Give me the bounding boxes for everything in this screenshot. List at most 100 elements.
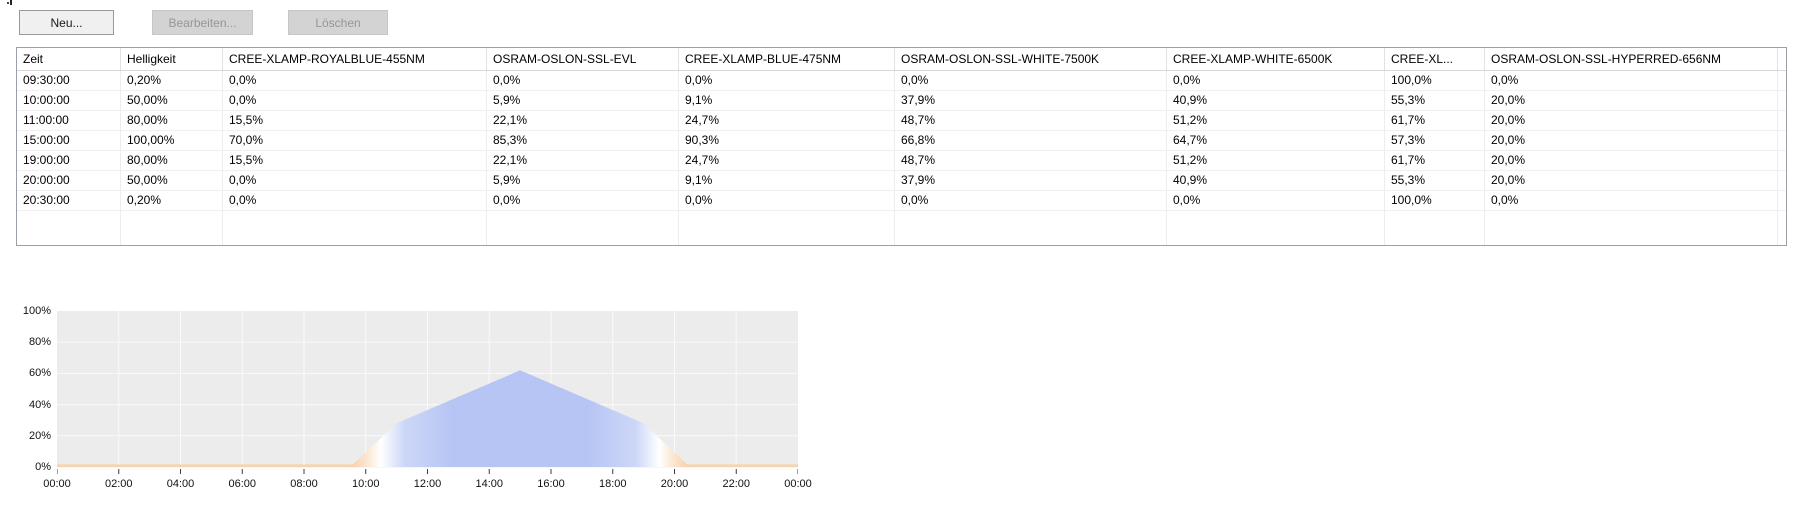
cell-value: 0,0% [493, 193, 521, 207]
cell-value: 100,0% [1391, 193, 1432, 207]
cell-value: 24,7% [685, 153, 720, 167]
cell-value: 37,9% [901, 93, 936, 107]
cell-value: 0,0% [1173, 73, 1201, 87]
cell-value: 20,0% [1491, 93, 1526, 107]
x-axis-tick-label: 00:00 [784, 478, 812, 490]
cell-value: 55,3% [1391, 93, 1426, 107]
cell-value: 24,7% [685, 113, 720, 127]
cell-value: 51,2% [1173, 153, 1208, 167]
new-button[interactable]: Neu... [19, 10, 114, 35]
column-header-3[interactable]: OSRAM-OSLON-SSL-EVL [487, 48, 679, 70]
table-row[interactable]: 11:00:00 80,00% 15,5% 22,1% 24,7% 48,7% 51,2% 6… [17, 111, 1786, 131]
cell-value: 22,1% [493, 153, 528, 167]
y-axis-tick-label: 40% [28, 398, 51, 411]
y-axis-tick-label: 80% [28, 336, 51, 349]
column-header-0[interactable]: Zeit [17, 48, 121, 70]
cell-value: 0,20% [127, 73, 162, 87]
column-header-7[interactable]: CREE-XL... [1385, 48, 1485, 70]
column-separator [1777, 71, 1778, 245]
column-header-5[interactable]: OSRAM-OSLON-SSL-WHITE-7500K [895, 48, 1167, 70]
column-separator [486, 71, 487, 245]
y-axis-tick-label: 0% [35, 461, 51, 473]
cell-value: 0,0% [1491, 193, 1519, 207]
delete-button: Löschen [288, 10, 388, 35]
cell-value: 64,7% [1173, 133, 1208, 147]
cell-value: 0,0% [1173, 193, 1201, 207]
cell-value: 15,5% [229, 113, 264, 127]
column-header-4[interactable]: CREE-XLAMP-BLUE-475NM [679, 48, 895, 70]
x-axis-tick-label: 04:00 [166, 478, 195, 490]
x-axis-tick-label: 22:00 [722, 478, 751, 490]
table-row[interactable]: 20:30:00 0,20% 0,0% 0,0% 0,0% 0,0% 0,0% 100,0% 0… [17, 191, 1786, 211]
cell-value: 61,7% [1391, 153, 1426, 167]
cell-value: 40,9% [1173, 93, 1208, 107]
cell-value: 20,0% [1491, 133, 1526, 147]
cell-value: 57,3% [1391, 133, 1426, 147]
x-axis-tick-label: 02:00 [104, 478, 133, 490]
cell-time: 15:00:00 [23, 133, 70, 147]
cell-value: 48,7% [901, 113, 936, 127]
cell-value: 80,00% [127, 113, 168, 127]
cell-time: 20:00:00 [23, 173, 70, 187]
cell-value: 50,00% [127, 173, 168, 187]
cell-time: 19:00:00 [23, 153, 70, 167]
column-separator [120, 71, 121, 245]
table-row[interactable]: 15:00:00 100,00% 70,0% 85,3% 90,3% 66,8% 64,7%… [17, 131, 1786, 151]
cell-value: 20,0% [1491, 173, 1526, 187]
table-row[interactable]: 09:30:00 0,20% 0,0% 0,0% 0,0% 0,0% 0,0% 100,0% 0… [17, 71, 1786, 91]
y-axis-tick-label: 100% [22, 305, 51, 317]
cell-value: 0,0% [229, 73, 257, 87]
x-axis-tick-label: 14:00 [475, 478, 504, 490]
column-separator [894, 71, 895, 245]
x-axis-tick-label: 08:00 [290, 478, 318, 490]
edit-button: Bearbeiten... [152, 10, 253, 35]
chart-plot-area [57, 311, 798, 474]
cell-value: 100,00% [127, 133, 175, 147]
x-axis-tick-label: 20:00 [660, 478, 689, 490]
table-row[interactable]: 10:00:00 50,00% 0,0% 5,9% 9,1% 37,9% 40,9% 55,3… [17, 91, 1786, 111]
cell-value: 0,0% [685, 193, 713, 207]
x-axis-tick-marks [57, 469, 798, 474]
cell-value: 20,0% [1491, 153, 1526, 167]
table-row[interactable]: 20:00:00 50,00% 0,0% 5,9% 9,1% 37,9% 40,9% 55,3… [17, 171, 1786, 191]
daylight-intensity-area [350, 370, 690, 467]
column-header-6[interactable]: CREE-XLAMP-WHITE-6500K [1167, 48, 1385, 70]
cell-value: 70,0% [229, 133, 264, 147]
cell-value: 0,0% [901, 193, 929, 207]
column-header-8[interactable]: OSRAM-OSLON-SSL-HYPERRED-656NM [1485, 48, 1778, 70]
cell-value: 5,9% [493, 93, 521, 107]
cell-time: 09:30:00 [23, 73, 70, 87]
cell-value: 0,20% [127, 193, 162, 207]
schedule-chart: 100% 80% 60% 40% 20% 0% [0, 255, 870, 511]
cell-value: 0,0% [229, 93, 257, 107]
cell-value: 80,00% [127, 153, 168, 167]
schedule-table: Zeit Helligkeit CREE-XLAMP-ROYALBLUE-455NM… [16, 47, 1787, 246]
cell-value: 50,00% [127, 93, 168, 107]
cell-value: 22,1% [493, 113, 528, 127]
cell-value: 0,0% [229, 173, 257, 187]
cell-value: 0,0% [1491, 73, 1519, 87]
column-separator [222, 71, 223, 245]
cell-value: 9,1% [685, 93, 713, 107]
column-header-2[interactable]: CREE-XLAMP-ROYALBLUE-455NM [223, 48, 487, 70]
cell-value: 66,8% [901, 133, 936, 147]
cell-value: 90,3% [685, 133, 720, 147]
column-separator [678, 71, 679, 245]
table-row[interactable]: 19:00:00 80,00% 15,5% 22,1% 24,7% 48,7% 51,2% 6… [17, 151, 1786, 171]
x-axis-tick-label: 12:00 [413, 478, 442, 490]
x-axis-tick-label: 16:00 [537, 478, 565, 490]
column-separator [1166, 71, 1167, 245]
column-separator [1484, 71, 1485, 245]
cell-value: 0,0% [493, 73, 521, 87]
cell-time: 11:00:00 [23, 113, 69, 127]
cell-value: 51,2% [1173, 113, 1208, 127]
cell-value: 20,0% [1491, 113, 1526, 127]
cell-value: 9,1% [685, 173, 713, 187]
cell-time: 20:30:00 [23, 193, 70, 207]
cell-value: 85,3% [493, 133, 528, 147]
x-axis-tick-label: 06:00 [228, 478, 257, 490]
cell-value: 0,0% [229, 193, 257, 207]
cell-value: 55,3% [1391, 173, 1426, 187]
column-header-1[interactable]: Helligkeit [121, 48, 223, 70]
